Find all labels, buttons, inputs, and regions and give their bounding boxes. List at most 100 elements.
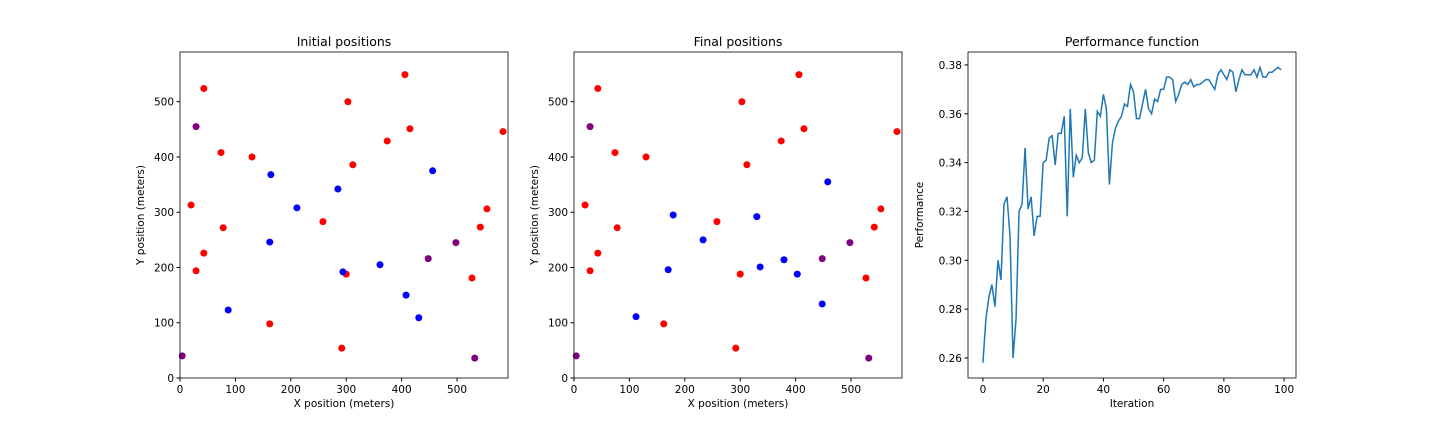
point <box>402 291 410 299</box>
subplot: Initial positions X position (meters) Y po… <box>135 34 509 410</box>
y-tick-label: 200 <box>548 262 568 274</box>
y-tick-label: 400 <box>548 152 568 164</box>
y-tick-label: 200 <box>154 262 174 274</box>
point <box>338 344 346 352</box>
point <box>200 249 208 257</box>
x-tick-label: 400 <box>786 384 806 396</box>
x-tick-label: 20 <box>1036 384 1049 396</box>
x-tick-label: 40 <box>1097 384 1110 396</box>
x-tick-label: 0 <box>177 384 184 396</box>
point <box>732 344 740 352</box>
x-tick-label: 0 <box>980 384 987 396</box>
point <box>424 255 432 263</box>
point <box>224 306 232 314</box>
point <box>572 352 580 360</box>
x-axis-label: X position (meters) <box>294 398 395 410</box>
x-tick-label: 100 <box>1274 384 1294 396</box>
chart-title: Performance function <box>1065 34 1199 49</box>
chart-title: Initial positions <box>297 34 392 49</box>
y-tick-label: 300 <box>548 207 568 219</box>
y-tick-label: 100 <box>548 318 568 330</box>
x-axis-label: Iteration <box>1110 398 1155 410</box>
point <box>800 125 808 133</box>
point <box>736 270 744 278</box>
point <box>777 137 785 145</box>
point <box>893 128 901 136</box>
point <box>248 153 256 161</box>
point <box>266 238 274 246</box>
y-tick-label: 0.34 <box>939 158 963 170</box>
point <box>401 71 409 79</box>
point <box>406 125 414 133</box>
axes-frame <box>179 51 509 379</box>
point <box>476 223 484 231</box>
y-axis-label: Y position (meters) <box>529 165 541 266</box>
x-tick-label: 100 <box>619 384 639 396</box>
point <box>334 185 342 193</box>
point <box>483 205 491 213</box>
x-tick-label: 80 <box>1217 384 1230 396</box>
point <box>219 224 227 232</box>
y-tick-label: 0 <box>167 373 174 385</box>
y-tick-label: 0.36 <box>939 109 963 121</box>
point <box>339 268 347 276</box>
point <box>753 213 761 221</box>
point <box>383 137 391 145</box>
point <box>795 71 803 79</box>
point <box>818 255 826 263</box>
point <box>319 218 327 226</box>
point <box>349 161 357 169</box>
point <box>756 263 764 271</box>
point <box>217 149 225 157</box>
axes-frame <box>967 51 1297 379</box>
subplot: Final positions X position (meters) Y posi… <box>529 34 903 410</box>
point <box>376 261 384 269</box>
point <box>471 354 479 362</box>
point <box>642 153 650 161</box>
y-tick-label: 0.38 <box>939 60 962 72</box>
point <box>266 320 274 328</box>
point <box>452 239 460 247</box>
point <box>187 201 195 209</box>
y-axis-label: Performance <box>914 182 926 249</box>
point <box>581 201 589 209</box>
chart-title: Final positions <box>694 34 783 49</box>
y-axis-label: Y position (meters) <box>135 165 147 266</box>
point <box>468 274 476 282</box>
point <box>586 123 594 131</box>
point <box>818 300 826 308</box>
point <box>846 239 854 247</box>
point <box>862 274 870 282</box>
point <box>613 224 621 232</box>
point <box>870 223 878 231</box>
point <box>192 123 200 131</box>
point <box>429 167 437 175</box>
y-tick-label: 0 <box>561 373 568 385</box>
y-tick-label: 0.26 <box>939 353 963 365</box>
point <box>178 352 186 360</box>
point <box>594 84 602 92</box>
x-tick-label: 400 <box>392 384 412 396</box>
x-tick-label: 200 <box>675 384 695 396</box>
point <box>267 171 275 179</box>
y-tick-label: 100 <box>154 318 174 330</box>
point <box>499 128 507 136</box>
point <box>344 98 352 106</box>
x-tick-label: 300 <box>730 384 750 396</box>
y-tick-label: 0.32 <box>939 206 962 218</box>
x-axis-label: X position (meters) <box>688 398 789 410</box>
point <box>743 161 751 169</box>
y-tick-label: 0.28 <box>939 304 962 316</box>
y-tick-label: 0.30 <box>939 255 962 267</box>
subplot: Performance function Iteration Performance… <box>914 34 1297 410</box>
point <box>594 249 602 257</box>
point <box>586 267 594 275</box>
y-tick-label: 300 <box>154 207 174 219</box>
x-tick-label: 300 <box>336 384 356 396</box>
point <box>780 256 788 264</box>
x-tick-label: 60 <box>1157 384 1170 396</box>
point <box>415 314 423 322</box>
point <box>669 211 677 219</box>
point <box>293 204 301 212</box>
